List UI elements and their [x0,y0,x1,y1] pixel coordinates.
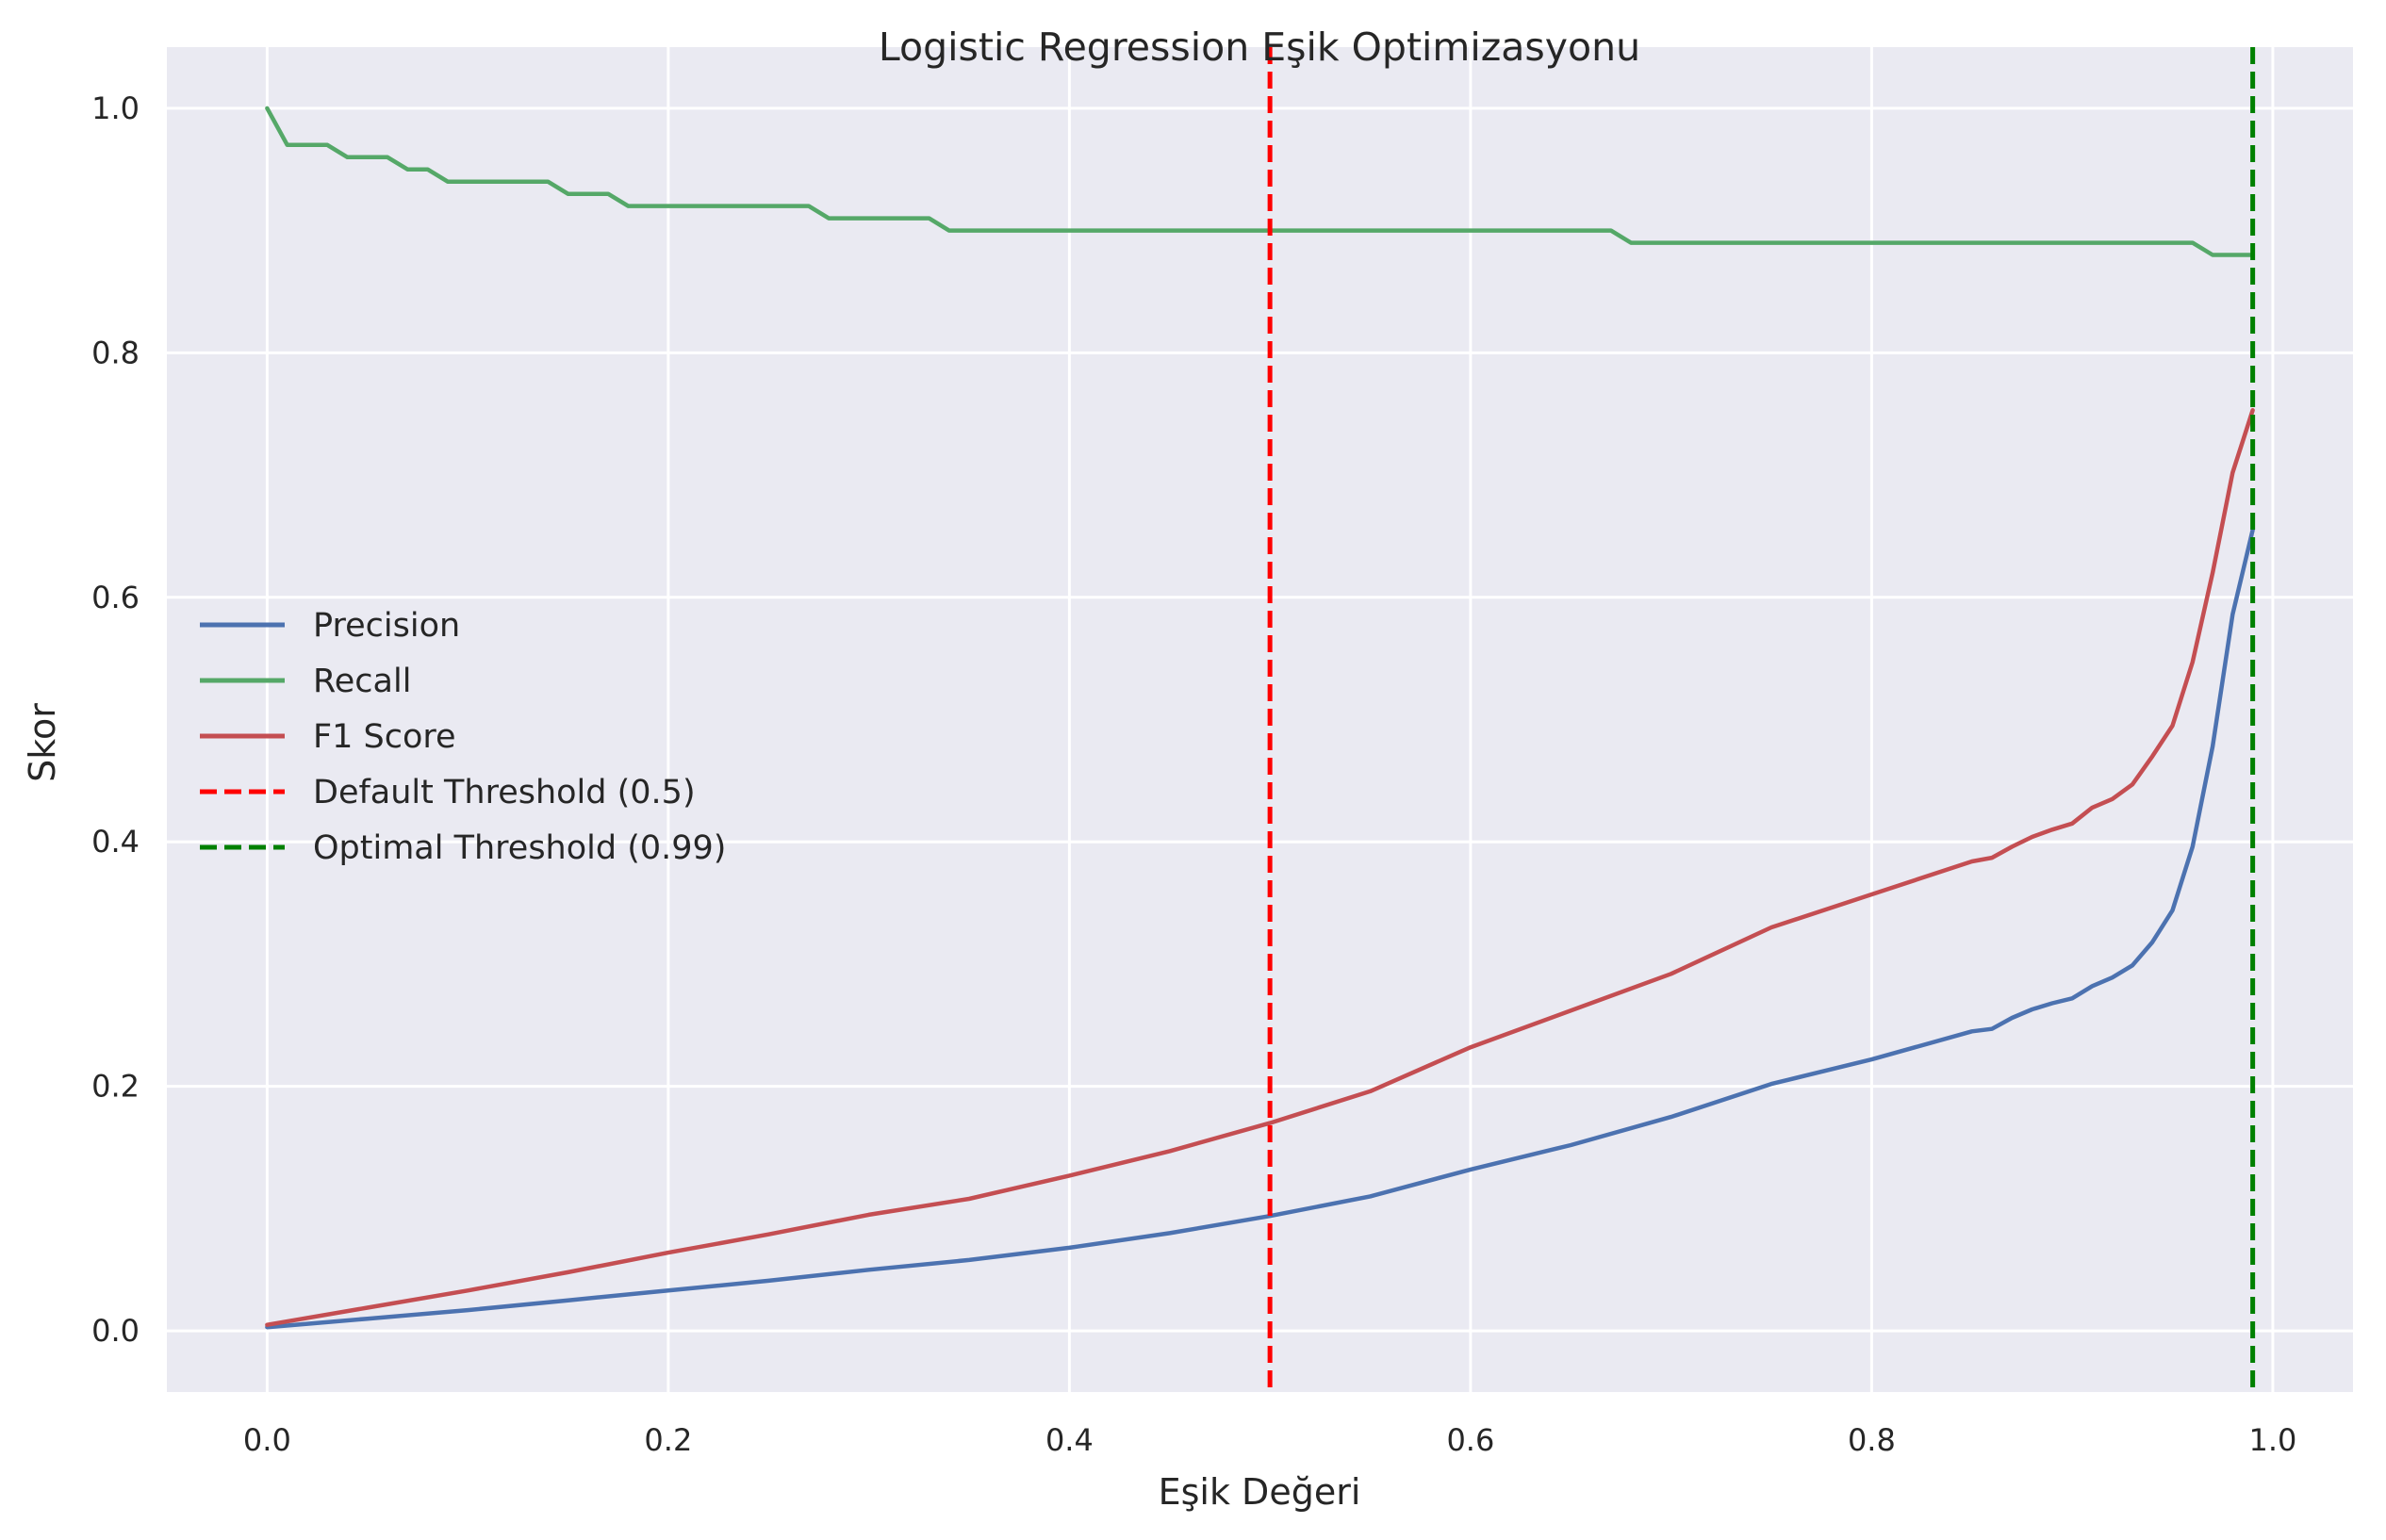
legend-entry: Precision [200,607,460,645]
legend-label: Recall [313,663,411,700]
legend-label: Precision [313,607,460,645]
legend-label: Optimal Threshold (0.99) [313,829,726,867]
series-line-recall [265,106,2255,257]
legend-entry: Recall [200,663,411,700]
plot-area [167,47,2353,1392]
legend-label: F1 Score [313,718,456,756]
y-tick-label: 0.0 [91,1313,140,1349]
legend: Precision Recall F1 Score Default Threshold… [200,607,726,867]
x-axis-ticks: 0.0 0.2 0.4 0.6 0.8 1.0 [243,1422,2296,1458]
x-axis-label: Eşik Değeri [1159,1471,1361,1513]
x-tick-label: 1.0 [2248,1422,2296,1458]
x-tick-label: 0.4 [1045,1422,1094,1458]
series-line-f1-score [265,408,2255,1327]
y-tick-label: 0.2 [91,1069,140,1105]
y-axis-label: Skor [22,703,63,782]
x-tick-label: 0.2 [644,1422,692,1458]
y-tick-label: 0.4 [91,824,140,860]
legend-entry: Default Threshold (0.5) [200,774,696,811]
grid-lines [167,47,2353,1392]
threshold-lines [1267,47,2256,1392]
y-tick-label: 0.8 [91,335,140,370]
legend-label: Default Threshold (0.5) [313,774,696,811]
x-tick-label: 0.6 [1446,1422,1494,1458]
x-tick-label: 0.0 [243,1422,291,1458]
y-tick-label: 1.0 [91,90,140,126]
series-layer [265,106,2255,1330]
legend-entry: F1 Score [200,718,456,756]
series-line-precision [265,528,2255,1330]
y-tick-label: 0.6 [91,580,140,615]
legend-entry: Optimal Threshold (0.99) [200,829,726,867]
x-tick-label: 0.8 [1848,1422,1896,1458]
y-axis-ticks: 0.0 0.2 0.4 0.6 0.8 1.0 [91,90,140,1349]
chart-title: Logistic Regression Eşik Optimizasyonu [879,25,1640,70]
